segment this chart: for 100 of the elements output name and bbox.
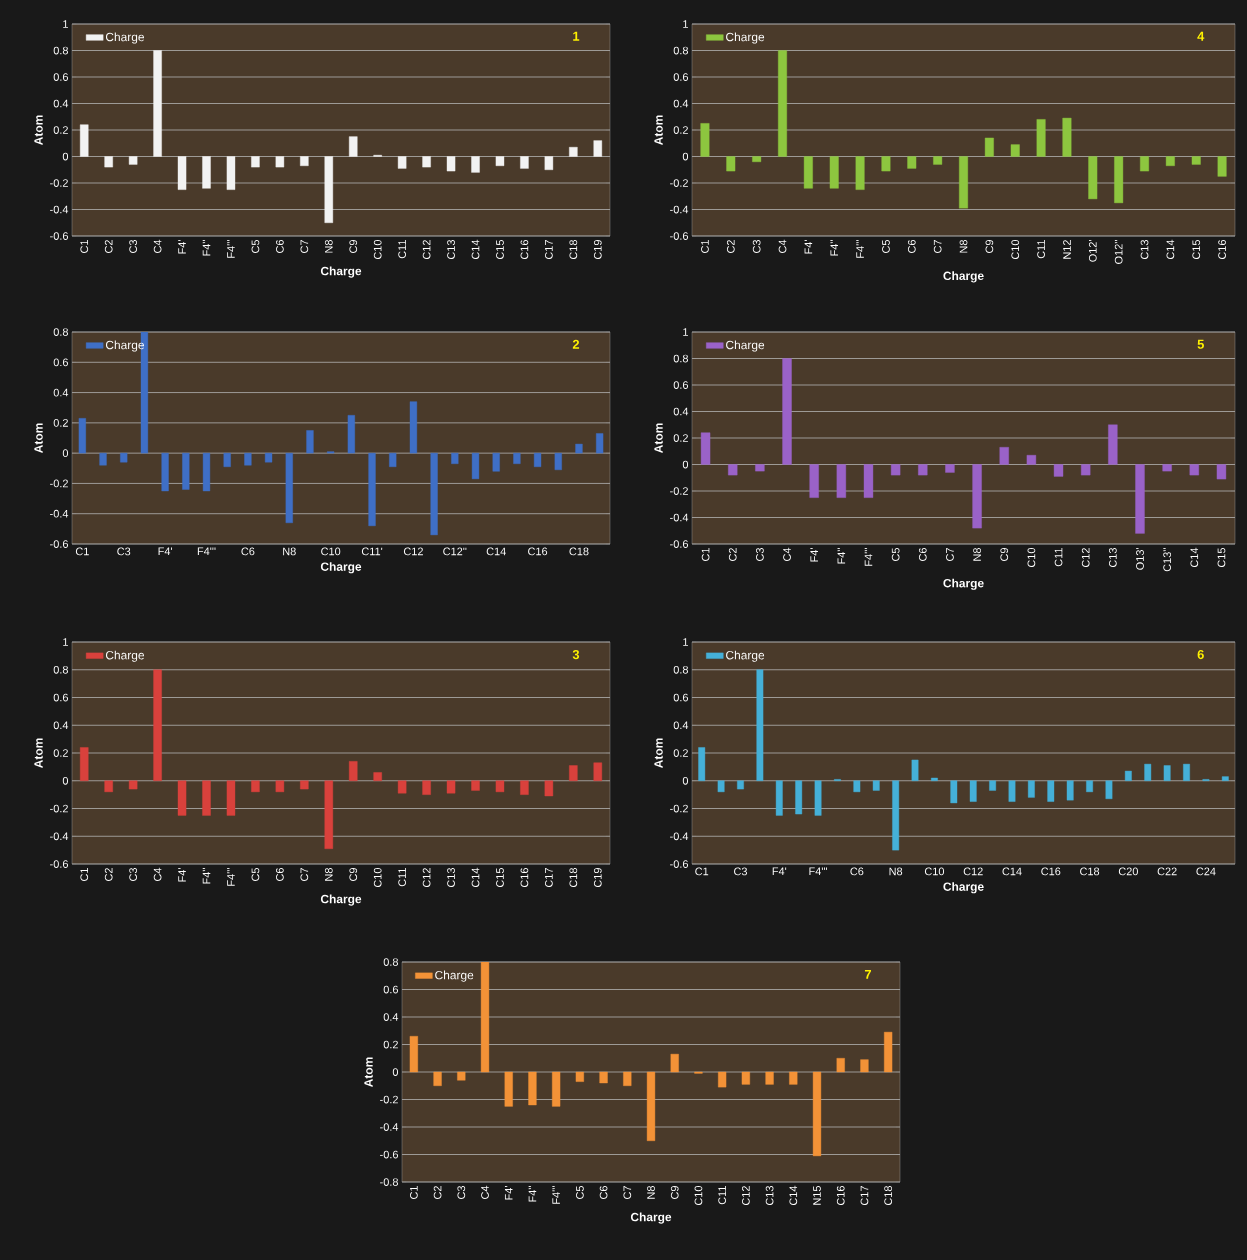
x-tick-label: C10 — [373, 867, 382, 888]
x-tick-label: C17 — [545, 868, 553, 888]
x-tick-label: N8 — [973, 548, 981, 561]
bar — [853, 780, 861, 793]
y-tick-label: 0.6 — [383, 985, 398, 994]
bar — [863, 464, 874, 498]
bar — [755, 464, 765, 472]
bar — [495, 156, 505, 166]
y-tick-label: 0.6 — [53, 358, 68, 367]
x-tick-label: C9 — [349, 240, 358, 253]
y-tick-label: -0.6 — [380, 1150, 398, 1159]
x-tick-label: C14 — [471, 239, 480, 260]
x-tick-label: C17 — [545, 240, 553, 260]
x-tick-label: C12 — [422, 240, 431, 260]
y-tick-label: -0.2 — [670, 804, 688, 813]
x-tick-label: C16 — [836, 1186, 845, 1206]
x-tick-label: C14 — [1166, 239, 1175, 260]
y-axis-title: Atom — [654, 423, 663, 453]
bar — [324, 156, 334, 223]
y-tick-label: -0.2 — [670, 179, 688, 187]
y-tick-label: 1 — [683, 638, 688, 646]
x-tick-label: F4'' — [528, 1186, 537, 1202]
y-tick-label: 0.2 — [53, 418, 68, 427]
y-tick-label: 0.8 — [673, 46, 688, 55]
x-axis-title: Charge — [943, 578, 984, 590]
x-tick-label: C10 — [1011, 239, 1020, 260]
x-tick-label: F4'' — [202, 868, 211, 884]
x-tick-label: C10 — [321, 547, 341, 556]
x-tick-label: C3 — [129, 240, 138, 253]
bar — [1105, 780, 1113, 799]
bar — [752, 156, 762, 162]
x-tick-label: C6 — [599, 1186, 608, 1199]
bar — [911, 759, 919, 781]
bar — [809, 464, 819, 498]
x-tick-label: C5 — [891, 548, 900, 561]
x-tick-label: C13 — [1108, 548, 1117, 568]
x-tick-label: C18 — [1080, 867, 1100, 876]
bar — [593, 140, 603, 157]
bar — [945, 464, 955, 473]
annotation: 7 — [864, 969, 872, 979]
x-axis-title: Charge — [943, 882, 984, 894]
x-axis-title: Charge — [630, 1212, 672, 1224]
y-tick-label: -0.6 — [670, 540, 688, 548]
bar — [907, 156, 917, 169]
bar — [969, 780, 977, 802]
y-tick-label: 0 — [62, 776, 69, 785]
x-tick-label: C11 — [398, 868, 407, 887]
bar — [1108, 424, 1118, 465]
bar — [251, 156, 260, 168]
bar — [1008, 780, 1016, 802]
x-tick-label: C1 — [80, 868, 89, 881]
annotation: 6 — [1197, 649, 1204, 660]
x-tick-label: F4' — [804, 240, 813, 254]
bar — [803, 156, 813, 189]
bar — [226, 780, 236, 816]
bar — [226, 156, 236, 190]
y-tick-label: -0.2 — [50, 804, 68, 813]
x-tick-label: C15 — [1217, 548, 1226, 568]
bar — [1162, 464, 1172, 472]
bar — [373, 772, 382, 781]
y-tick-label: 0.4 — [53, 721, 69, 730]
bar — [918, 464, 928, 476]
bar — [275, 780, 285, 793]
bar — [950, 780, 958, 804]
y-tick-label: -0.2 — [50, 179, 68, 187]
x-tick-label: C6 — [850, 867, 864, 876]
x-tick-label: C12 — [963, 867, 983, 876]
bar — [1026, 455, 1037, 465]
x-tick-label: F4' — [158, 547, 173, 556]
x-tick-label: C4 — [153, 239, 162, 253]
bar — [881, 156, 891, 172]
y-tick-label: 0 — [682, 776, 689, 785]
bar — [544, 780, 554, 797]
bar — [422, 780, 431, 795]
x-tick-label: C2 — [104, 240, 113, 253]
x-tick-label: C16 — [1041, 867, 1061, 876]
bar — [984, 137, 994, 157]
y-axis-title: Atom — [654, 115, 663, 145]
x-tick-label: F4'' — [202, 240, 211, 256]
bar — [989, 780, 996, 791]
x-tick-label: C9 — [1000, 548, 1009, 561]
bar — [495, 780, 505, 793]
y-tick-label: 0.2 — [673, 126, 688, 134]
bar — [829, 156, 839, 189]
x-tick-label: C3 — [756, 548, 764, 561]
x-tick-label: C13 — [447, 868, 455, 888]
bar — [324, 780, 334, 849]
bar — [855, 156, 865, 190]
x-tick-label: F4''' — [227, 240, 235, 258]
bar — [349, 136, 358, 157]
x-tick-label: C12 — [403, 547, 423, 556]
bar — [104, 156, 113, 168]
x-tick-label: F4'' — [837, 548, 846, 564]
x-tick-label: C10 — [373, 239, 382, 260]
bar — [300, 780, 309, 790]
x-tick-label: C11 — [718, 1186, 727, 1205]
y-axis-title: Atom — [34, 115, 43, 145]
x-tick-label: C12'' — [443, 547, 467, 556]
y-tick-label: 0.4 — [673, 407, 689, 416]
bar — [1047, 780, 1055, 802]
